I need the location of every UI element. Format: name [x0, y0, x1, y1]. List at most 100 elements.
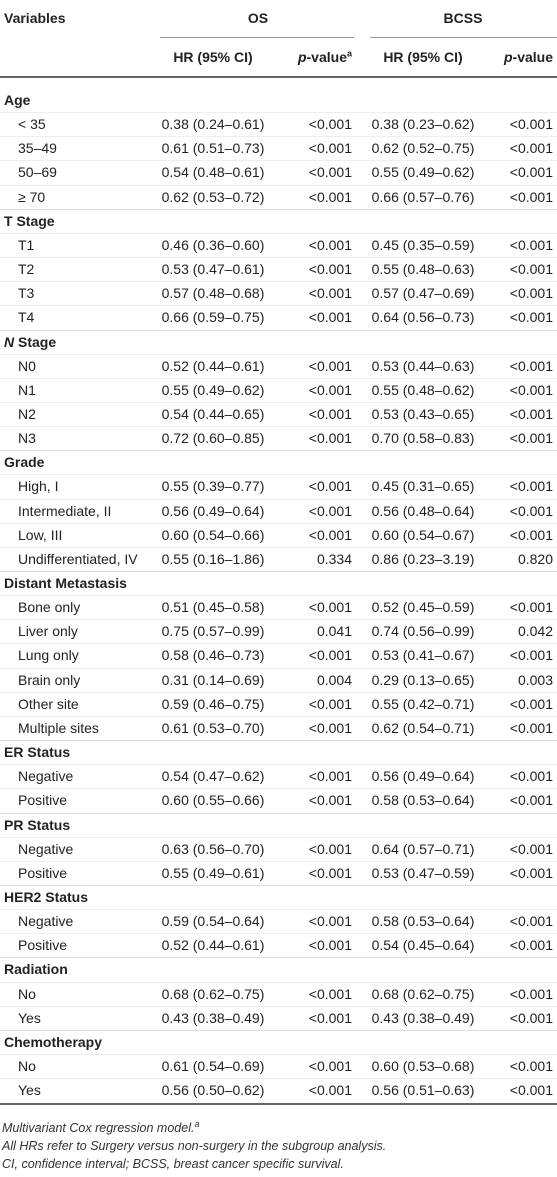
- row-separator: [0, 498, 557, 500]
- row-separator: [0, 933, 557, 935]
- cell: 0.042: [517, 623, 553, 640]
- cell: <0.001: [509, 864, 553, 881]
- cell: 0.334: [316, 550, 352, 567]
- group-separator: [0, 740, 557, 742]
- cell: 0.46 (0.36–0.60): [161, 236, 265, 253]
- row-label: Negative: [18, 913, 74, 930]
- cell: 0.59 (0.46–0.75): [161, 695, 265, 712]
- row-label: Lung only: [18, 647, 79, 664]
- cell: 0.52 (0.45–0.59): [371, 599, 475, 616]
- row-separator: [0, 764, 557, 766]
- group-title-text: Distant Metastasis: [4, 575, 127, 591]
- cell: <0.001: [308, 405, 352, 422]
- cell: 0.56 (0.51–0.63): [371, 1082, 475, 1099]
- row-label: N1: [18, 381, 36, 398]
- row-separator: [0, 546, 557, 548]
- row-label: N3: [18, 430, 36, 447]
- group-title: ER Status: [4, 743, 70, 761]
- cell: <0.001: [509, 792, 553, 809]
- cell: <0.001: [308, 164, 352, 181]
- cell: <0.001: [308, 285, 352, 302]
- cell: <0.001: [509, 309, 553, 326]
- row-label: Yes: [18, 1082, 41, 1099]
- row-label: Negative: [18, 840, 74, 857]
- group-separator: [0, 450, 557, 452]
- cell: 0.74 (0.56–0.99): [371, 623, 475, 640]
- cell: <0.001: [509, 381, 553, 398]
- cell: 0.003: [517, 671, 553, 688]
- cell: <0.001: [308, 309, 352, 326]
- cell: 0.57 (0.48–0.68): [161, 285, 265, 302]
- cell: 0.52 (0.44–0.61): [161, 357, 265, 374]
- cell: 0.38 (0.23–0.62): [371, 116, 475, 133]
- row-separator: [0, 281, 557, 283]
- group-title-text: Radiation: [4, 961, 68, 978]
- column-header: p-valuea: [298, 48, 352, 66]
- cell: <0.001: [308, 140, 352, 157]
- cell: <0.001: [308, 792, 352, 809]
- cell: <0.001: [308, 768, 352, 785]
- row-separator: [0, 353, 557, 355]
- row-label: Multiple sites: [18, 719, 99, 736]
- header-group: BCSS: [443, 10, 483, 26]
- group-separator: [0, 884, 557, 886]
- cell: <0.001: [509, 188, 553, 205]
- cell: 0.64 (0.56–0.73): [371, 309, 475, 326]
- group-title-italic: N: [4, 333, 15, 350]
- footnote-sup: a: [194, 1119, 200, 1130]
- row-label: Yes: [18, 1009, 41, 1026]
- cell: <0.001: [509, 430, 553, 447]
- row-separator: [0, 643, 557, 645]
- cell: 0.60 (0.53–0.68): [371, 1058, 475, 1074]
- cell: 0.60 (0.54–0.67): [371, 526, 475, 543]
- header-group: OS: [247, 10, 269, 26]
- row-label: N0: [18, 357, 36, 374]
- cell: 0.56 (0.48–0.64): [371, 502, 475, 519]
- cell: <0.001: [308, 478, 352, 495]
- cell: <0.001: [308, 261, 352, 278]
- group-title: Chemotherapy: [4, 1033, 102, 1051]
- group-separator: [0, 1029, 557, 1031]
- footnote: All HRs refer to Surgery versus non-surg…: [2, 1137, 386, 1155]
- cell: 0.68 (0.62–0.75): [371, 985, 475, 1002]
- header-variables: Variables: [4, 10, 66, 26]
- cell: <0.001: [509, 695, 553, 712]
- cell: <0.001: [509, 261, 553, 278]
- column-header-text: -value: [306, 49, 347, 65]
- row-separator: [0, 257, 557, 259]
- cell: <0.001: [308, 1082, 352, 1099]
- column-header: p-value: [504, 48, 553, 66]
- group-title-text: PR Status: [4, 816, 71, 833]
- cell: 0.56 (0.49–0.64): [161, 502, 265, 519]
- row-label: Negative: [18, 768, 74, 785]
- group-title-text: T Stage: [4, 212, 55, 229]
- group-title-text: Chemotherapy: [4, 1033, 103, 1050]
- cell: <0.001: [509, 1082, 553, 1099]
- cell: <0.001: [509, 478, 553, 495]
- cell: <0.001: [308, 1009, 352, 1026]
- cell: 0.70 (0.58–0.83): [371, 430, 475, 447]
- group-title-text: Grade: [4, 454, 45, 471]
- cell: <0.001: [509, 599, 553, 616]
- cell: 0.57 (0.47–0.69): [371, 285, 475, 302]
- cell: 0.58 (0.46–0.73): [161, 647, 265, 664]
- row-label: No: [18, 985, 36, 1002]
- cell: <0.001: [509, 116, 553, 133]
- row-label: Intermediate, II: [18, 502, 112, 519]
- row-separator: [0, 619, 557, 621]
- row-separator: [0, 836, 557, 838]
- row-label: T4: [18, 309, 35, 326]
- cell: 0.60 (0.55–0.66): [161, 792, 265, 809]
- column-header-sup: a: [346, 48, 352, 59]
- row-separator: [0, 595, 557, 597]
- cell: 0.041: [316, 623, 352, 640]
- cell: 0.55 (0.49–0.62): [371, 164, 475, 181]
- cell: <0.001: [308, 985, 352, 1002]
- cell: <0.001: [509, 1058, 553, 1074]
- cell: 0.60 (0.54–0.66): [161, 526, 265, 543]
- row-label: High, I: [18, 478, 59, 495]
- row-label: No: [18, 1058, 36, 1074]
- row-label: T2: [18, 261, 35, 278]
- row-separator: [0, 112, 557, 114]
- cell: 0.55 (0.42–0.71): [371, 695, 475, 712]
